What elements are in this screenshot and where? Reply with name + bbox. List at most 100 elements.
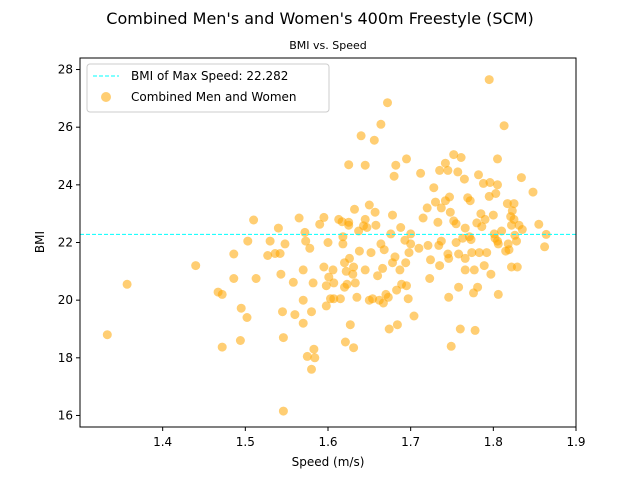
data-point: [497, 226, 507, 236]
data-point: [507, 206, 517, 216]
data-point: [236, 303, 246, 313]
data-point: [425, 274, 435, 283]
data-point: [122, 279, 132, 289]
data-point: [310, 353, 320, 363]
data-point: [362, 223, 372, 232]
data-point: [235, 336, 245, 345]
data-point: [323, 238, 333, 247]
data-point: [517, 225, 527, 234]
data-point: [251, 274, 261, 283]
data-point: [350, 278, 360, 288]
data-point: [307, 307, 316, 317]
data-point: [453, 167, 463, 177]
data-point: [482, 248, 492, 258]
scatter-points: [102, 75, 551, 416]
data-point: [370, 207, 380, 217]
legend-marker-swatch: [101, 92, 111, 102]
data-point: [504, 245, 514, 255]
data-point: [541, 229, 551, 239]
data-point: [396, 223, 406, 232]
data-point: [474, 170, 483, 180]
data-point: [308, 278, 318, 288]
data-point: [300, 227, 310, 237]
data-point: [484, 75, 494, 85]
data-point: [366, 248, 376, 258]
data-point: [371, 220, 381, 230]
y-tick-label: 18: [58, 351, 73, 365]
data-point: [337, 217, 347, 227]
data-point: [273, 223, 283, 233]
data-point: [278, 307, 287, 317]
data-point: [512, 236, 521, 246]
data-point: [342, 279, 352, 289]
y-axis-label: BMI: [33, 231, 47, 253]
data-point: [406, 239, 416, 249]
data-point: [392, 320, 402, 330]
data-point: [460, 265, 470, 275]
data-point: [493, 180, 502, 190]
data-point: [454, 282, 464, 292]
data-point: [443, 165, 453, 175]
data-point: [102, 330, 112, 340]
data-point: [369, 135, 379, 145]
data-point: [356, 131, 366, 141]
data-point: [390, 252, 400, 262]
data-point: [349, 343, 359, 353]
data-point: [435, 165, 445, 175]
data-point: [459, 174, 469, 184]
data-point: [378, 263, 388, 273]
data-point: [276, 269, 286, 279]
data-point: [352, 292, 362, 302]
data-point: [422, 203, 432, 213]
data-point: [384, 324, 394, 334]
x-axis-ticks: 1.4 1.5 1.6 1.7 1.8 1.9: [153, 427, 586, 449]
data-point: [480, 214, 490, 224]
data-point: [290, 310, 300, 320]
data-point: [386, 229, 396, 239]
data-point: [344, 160, 354, 170]
data-point: [449, 150, 459, 160]
data-point: [309, 344, 319, 354]
data-point: [431, 197, 440, 207]
data-point: [338, 239, 348, 249]
data-point: [458, 233, 468, 243]
data-point: [454, 249, 464, 259]
data-point: [446, 341, 456, 351]
data-point: [338, 232, 348, 242]
data-point: [288, 277, 298, 287]
data-point: [364, 200, 374, 210]
data-point: [516, 173, 526, 183]
data-point: [440, 158, 450, 168]
data-point: [509, 199, 519, 209]
data-point: [528, 187, 538, 197]
data-point: [429, 183, 439, 193]
data-point: [401, 258, 411, 268]
chart-title: Combined Men's and Women's 400m Freestyl…: [106, 9, 533, 28]
data-point: [391, 160, 401, 170]
legend: BMI of Max Speed: 22.282 Combined Men an…: [86, 63, 330, 113]
data-point: [486, 269, 496, 279]
data-point: [465, 196, 475, 206]
data-point: [418, 213, 428, 223]
data-point: [321, 281, 331, 291]
data-point: [383, 98, 392, 108]
data-point: [315, 219, 325, 229]
x-tick-label: 1.5: [236, 435, 255, 449]
data-point: [376, 119, 386, 129]
data-point: [409, 311, 419, 321]
data-point: [485, 178, 495, 187]
data-point: [445, 207, 455, 217]
data-point: [493, 154, 502, 164]
y-tick-label: 24: [58, 178, 73, 192]
data-point: [445, 192, 454, 202]
data-point: [436, 236, 446, 246]
data-point: [298, 295, 308, 305]
data-point: [435, 261, 445, 271]
data-point: [473, 282, 483, 292]
data-point: [217, 342, 227, 352]
data-point: [470, 325, 480, 335]
data-point: [456, 153, 466, 162]
data-point: [329, 294, 339, 304]
y-tick-label: 20: [58, 293, 73, 307]
